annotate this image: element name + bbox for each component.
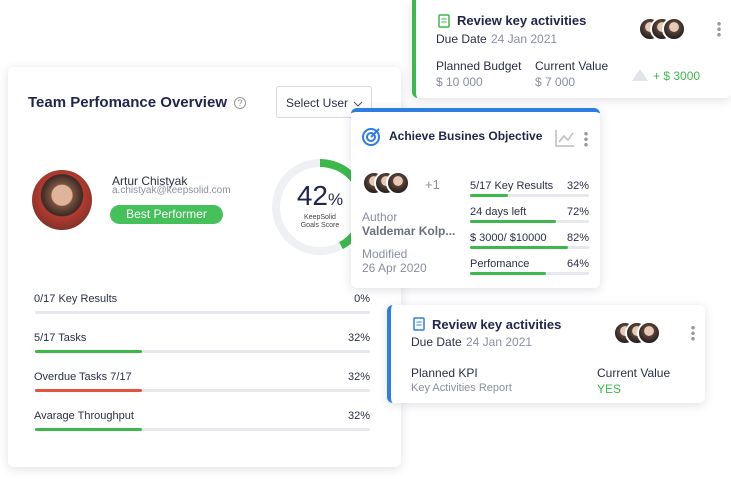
score-label-line: Goals Score [300, 222, 340, 229]
metric-value: 64% [566, 258, 589, 270]
due-date: 24 Jan 2021 [466, 335, 533, 349]
metric-label: Perfomance [470, 258, 530, 270]
due-label: Due Date [411, 335, 462, 349]
menu[interactable] [717, 21, 721, 37]
user-email: a.chistyak@keepsolid.com [112, 185, 231, 196]
progress-bar [470, 246, 568, 249]
progress-track [35, 389, 370, 392]
current-label: Current Value [535, 59, 609, 73]
chart-icon [555, 130, 574, 147]
progress-track [470, 194, 589, 197]
bottom-card: Review key activities Due Date 24 Jan 20… [387, 305, 705, 403]
help-icon[interactable]: ? [234, 97, 246, 109]
metric-value: 32% [347, 332, 370, 344]
planned-value: Key Activities Report [411, 382, 512, 394]
progress-bar [470, 220, 556, 223]
progress-bar [35, 350, 143, 353]
progress-track [35, 311, 370, 314]
modified-label: Modified [362, 247, 408, 261]
card-title: Review key activities [457, 13, 587, 28]
progress-track [470, 272, 589, 275]
metric-label: 24 days left [470, 206, 527, 218]
metric-value: 82% [566, 232, 589, 244]
current-value: YES [597, 382, 622, 396]
metric-value: 0% [354, 293, 370, 305]
metric-label: Avarage Throughput [34, 410, 134, 422]
metric-value: 32% [566, 180, 589, 192]
due-label: Due Date [436, 32, 487, 46]
team-card: Team Perfomance Overview ? Select User A… [8, 67, 401, 467]
menu[interactable] [584, 131, 588, 147]
planned-label: Planned Budget [436, 59, 522, 73]
badge: Best Performer [110, 205, 223, 224]
title: Team Perfomance Overview [28, 94, 227, 111]
metric-value: 32% [347, 371, 370, 383]
planned-value: $ 10 000 [436, 75, 483, 89]
score-label-line: KeepSolid [304, 214, 336, 221]
score-unit: % [328, 190, 344, 209]
user-name: Artur Chistyak [112, 174, 188, 188]
progress-bar [35, 428, 143, 431]
objective-card: Achieve Busines Objective +1 Author Vald… [351, 108, 600, 288]
modified: 26 Apr 2020 [362, 261, 427, 275]
metric-value: 72% [566, 206, 589, 218]
score-number: 42 [296, 180, 329, 211]
due-date: 24 Jan 2021 [491, 32, 558, 46]
avatar [637, 321, 661, 345]
doc-icon [438, 14, 450, 28]
progress-bar [470, 194, 509, 197]
progress-track [35, 428, 370, 431]
top-card: Review key activities Due Date 24 Jan 20… [412, 0, 731, 98]
avatar [662, 17, 686, 41]
metric-value: 32% [347, 410, 370, 422]
current-label: Current Value [597, 366, 671, 380]
user-photo [32, 170, 92, 230]
author: Valdemar Kolp... [362, 224, 456, 238]
extra-members: +1 [425, 177, 440, 192]
target-icon [362, 128, 380, 146]
progress-track [470, 220, 589, 223]
avatar [386, 171, 410, 195]
doc-icon [413, 317, 425, 331]
metric-label: Overdue Tasks 7/17 [34, 371, 132, 383]
card-title: Review key activities [432, 317, 562, 332]
delta: + $ 3000 [653, 69, 701, 83]
score-value: 42% [270, 180, 370, 212]
select-user[interactable]: Select User [276, 86, 372, 118]
metric-label: 0/17 Key Results [34, 293, 118, 305]
progress-bar [35, 389, 143, 392]
metric-label: 5/17 Key Results [470, 180, 554, 192]
card-title: Achieve Busines Objective [389, 129, 543, 143]
progress-track [470, 246, 589, 249]
metric-label: $ 3000/ $10000 [470, 232, 547, 244]
chevron [353, 101, 363, 107]
metric-label: 5/17 Tasks [34, 332, 87, 344]
menu[interactable] [691, 325, 695, 341]
select-label: Select User [286, 96, 349, 110]
current-value: $ 7 000 [535, 75, 576, 89]
author-label: Author [362, 210, 398, 224]
progress-bar [470, 272, 547, 275]
progress-track [35, 350, 370, 353]
up-triangle [632, 69, 648, 81]
score-label: KeepSolid Goals Score [270, 214, 370, 230]
planned-label: Planned KPI [411, 366, 478, 380]
